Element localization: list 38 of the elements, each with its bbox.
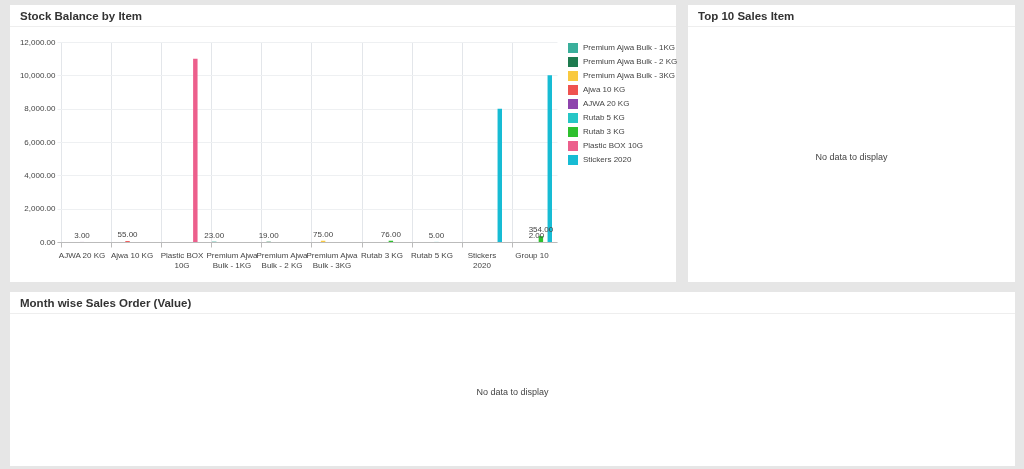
text: Top 10 Sales Item xyxy=(688,5,1015,27)
legend-label: Premium Ajwa Bulk - 1KG xyxy=(583,43,676,52)
legend-label: Ajwa 10 KG xyxy=(583,85,626,94)
data-label: 75.00 xyxy=(313,229,334,239)
y-tick-label: 0.00 xyxy=(39,237,57,247)
text: No data to display xyxy=(814,151,889,162)
legend-label: Premium Ajwa Bulk - 2 KG xyxy=(583,57,678,66)
data-label: 55.00 xyxy=(117,230,139,240)
legend-label: Stickers 2020 xyxy=(583,155,633,164)
x-tick-label: AJWA 20 KG xyxy=(58,250,106,260)
y-tick-label: 10,000.00 xyxy=(19,70,57,80)
y-tick-label: 2,000.00 xyxy=(24,204,57,214)
x-tick-label: Premium Ajwa Bulk - 3KG xyxy=(306,250,359,270)
text: No data to display xyxy=(475,387,550,397)
x-tick-label: Premium Ajwa Bulk - 1KG xyxy=(206,250,259,270)
x-tick-label: Group 10 xyxy=(515,250,550,260)
x-tick-label: Rutab 5 KG xyxy=(411,250,453,260)
data-label: 76.00 xyxy=(380,229,402,239)
y-tick-label: 12,000.00 xyxy=(19,37,57,47)
data-label: 19.00 xyxy=(258,230,280,240)
legend-label: Premium Ajwa Bulk - 3KG xyxy=(583,71,676,80)
legend-label: AJWA 20 KG xyxy=(583,99,630,108)
x-tick-label: Rutab 3 KG xyxy=(361,250,403,260)
data-label: 3.00 xyxy=(74,230,91,240)
chart-title: Stock Balance by Item xyxy=(10,5,676,27)
legend-label: Plastic BOX 10G xyxy=(583,141,644,150)
x-tick-label: Premium Ajwa Bulk - 2 KG xyxy=(256,250,309,270)
data-label: 23.00 xyxy=(204,230,225,240)
x-tick-label: Plastic BOX 10G xyxy=(160,250,204,270)
x-tick-label: Stickers 2020 xyxy=(467,250,497,270)
y-tick-label: 4,000.00 xyxy=(24,170,57,180)
legend-label: Rutab 3 KG xyxy=(583,127,625,136)
x-tick-label: Ajwa 10 KG xyxy=(110,250,154,260)
legend-label: Rutab 5 KG xyxy=(583,113,625,122)
y-tick-label: 6,000.00 xyxy=(24,137,57,147)
text: Month wise Sales Order (Value) xyxy=(10,292,1015,314)
data-label: 5.00 xyxy=(428,230,445,240)
y-tick-label: 8,000.00 xyxy=(24,104,57,114)
